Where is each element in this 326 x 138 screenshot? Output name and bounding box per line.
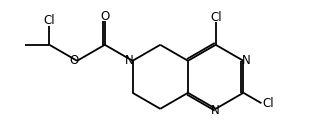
Text: Cl: Cl — [263, 97, 274, 110]
Text: N: N — [125, 54, 134, 67]
Text: N: N — [211, 104, 220, 117]
Text: Cl: Cl — [44, 14, 55, 27]
Text: O: O — [69, 54, 79, 67]
Text: Cl: Cl — [210, 11, 221, 24]
Text: O: O — [100, 10, 110, 23]
Text: N: N — [242, 54, 251, 67]
